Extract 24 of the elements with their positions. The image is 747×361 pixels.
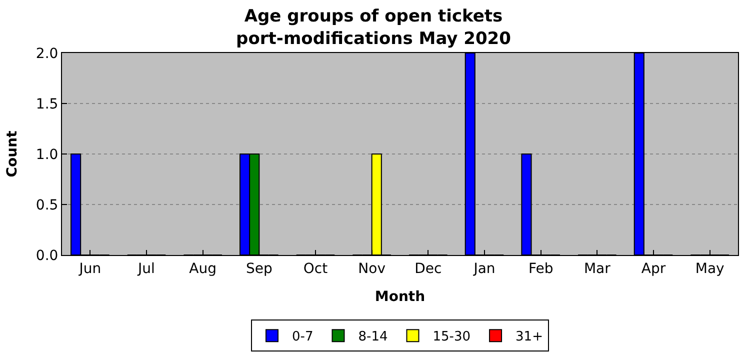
x-tick-label: Dec	[414, 260, 442, 277]
x-tick-label: Mar	[584, 260, 611, 277]
x-tick-label: May	[695, 260, 724, 277]
y-tick-label: 0.0	[36, 248, 58, 264]
legend-label: 0-7	[292, 330, 314, 345]
y-tick-label: 0.5	[36, 197, 58, 214]
x-tick-label: Oct	[303, 260, 328, 277]
legend-label: 15-30	[432, 330, 471, 345]
legend-label: 31+	[516, 330, 543, 345]
y-tick-label: 1.5	[36, 96, 58, 112]
x-tick-label: Jul	[137, 260, 155, 277]
x-axis-title: Month	[374, 289, 426, 306]
y-axis-title: Count	[4, 130, 21, 178]
legend-label: 8-14	[358, 330, 388, 345]
x-tick-label: Sep	[246, 260, 272, 277]
y-tick-label: 2.0	[36, 46, 58, 62]
x-tick-label: Jan	[472, 260, 496, 277]
chart-title: Age groups of open tickets port-modifications May 2020	[236, 6, 512, 49]
x-tick-label: Nov	[358, 260, 386, 277]
x-tick-label: Apr	[641, 260, 666, 277]
y-tick-label: 1.0	[36, 146, 58, 163]
x-tick-label: Feb	[528, 260, 554, 277]
x-tick-label: Jun	[78, 260, 102, 277]
x-tick-label: Aug	[189, 260, 216, 277]
